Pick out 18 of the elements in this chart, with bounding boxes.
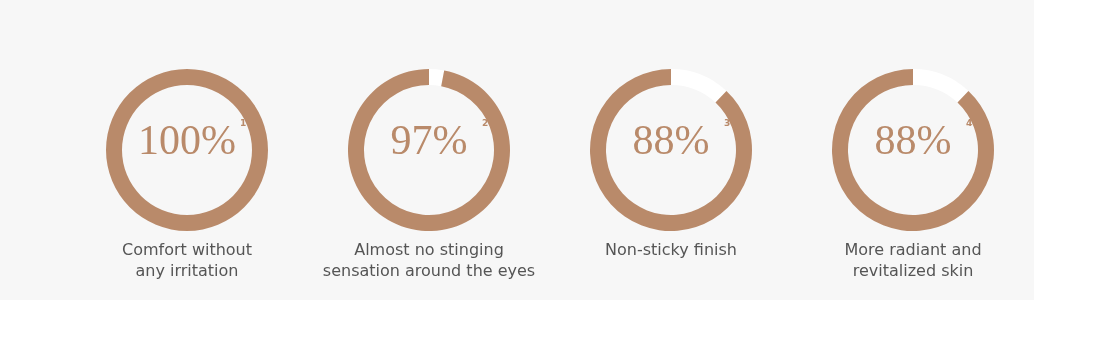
text: Non-sticky finish [605,240,737,259]
text: 2 [481,118,489,128]
data-label: 97% [390,117,468,163]
donut-slice [429,69,445,87]
donut-slice [348,69,510,231]
text: Almost no stinging sensation around the eyes [322,240,536,280]
data-label: 88% [632,117,710,163]
donut-slice [671,69,727,103]
text: 3 [723,118,731,128]
data-label: 88% [874,117,952,163]
donut-slice [832,69,994,231]
text: More radiant and revitalized skin [844,240,982,280]
text: Comfort without any irritation [121,240,253,280]
text: 4 [965,118,973,128]
donut-slice [590,69,752,231]
donut-slice [913,69,969,103]
data-label: 100% [138,117,236,163]
text: 1 [239,118,247,128]
